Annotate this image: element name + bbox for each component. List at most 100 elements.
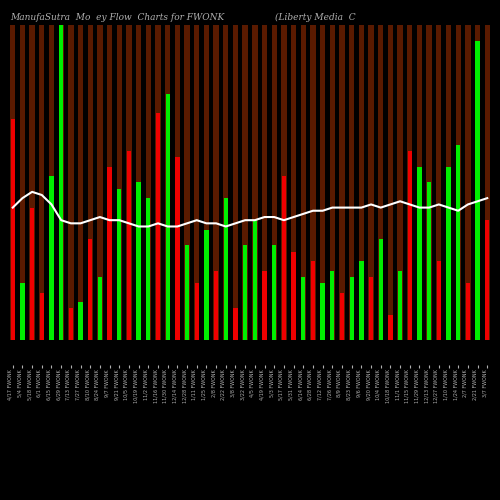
Bar	[378, 25, 384, 340]
Bar	[436, 261, 441, 340]
Bar	[136, 25, 141, 340]
Bar	[407, 25, 412, 340]
Bar	[39, 25, 44, 340]
Bar	[456, 25, 461, 340]
Bar	[98, 277, 102, 340]
Bar	[340, 25, 344, 340]
Bar	[475, 25, 480, 340]
Bar	[165, 25, 170, 340]
Bar	[446, 25, 451, 340]
Bar	[166, 94, 170, 340]
Bar	[10, 120, 15, 340]
Bar	[359, 261, 364, 340]
Bar	[88, 239, 92, 340]
Bar	[68, 25, 73, 340]
Bar	[78, 302, 82, 340]
Bar	[97, 25, 102, 340]
Bar	[446, 166, 450, 340]
Bar	[418, 166, 422, 340]
Bar	[349, 25, 354, 340]
Bar	[426, 25, 432, 340]
Bar	[320, 25, 326, 340]
Bar	[126, 25, 132, 340]
Bar	[358, 25, 364, 340]
Bar	[330, 25, 335, 340]
Bar	[272, 25, 277, 340]
Bar	[408, 151, 412, 340]
Text: ManufaSutra  Mo  ey Flow  Charts for FWONK: ManufaSutra Mo ey Flow Charts for FWONK	[10, 12, 224, 22]
Bar	[242, 25, 248, 340]
Bar	[282, 176, 286, 340]
Bar	[224, 198, 228, 340]
Bar	[59, 25, 64, 340]
Bar	[49, 25, 54, 340]
Bar	[107, 25, 112, 340]
Bar	[184, 25, 190, 340]
Bar	[427, 182, 432, 340]
Bar	[417, 25, 422, 340]
Bar	[204, 25, 209, 340]
Bar	[436, 25, 442, 340]
Bar	[136, 182, 141, 340]
Bar	[146, 25, 151, 340]
Bar	[485, 220, 490, 340]
Bar	[214, 270, 218, 340]
Bar	[301, 277, 306, 340]
Bar	[252, 25, 258, 340]
Bar	[465, 25, 470, 340]
Bar	[340, 292, 344, 340]
Bar	[281, 25, 286, 340]
Bar	[484, 25, 490, 340]
Bar	[20, 25, 25, 340]
Bar	[78, 25, 83, 340]
Bar	[291, 25, 296, 340]
Bar	[175, 157, 180, 340]
Bar	[311, 261, 315, 340]
Bar	[262, 270, 266, 340]
Bar	[68, 308, 73, 340]
Bar	[185, 246, 189, 340]
Bar	[156, 25, 160, 340]
Bar	[108, 166, 112, 340]
Text: (Liberty Media  C: (Liberty Media C	[275, 12, 355, 22]
Bar	[127, 151, 131, 340]
Bar	[214, 25, 219, 340]
Bar	[30, 208, 34, 340]
Bar	[398, 25, 403, 340]
Bar	[194, 283, 199, 340]
Bar	[174, 25, 180, 340]
Bar	[272, 246, 276, 340]
Bar	[388, 25, 393, 340]
Bar	[233, 25, 238, 340]
Bar	[262, 25, 267, 340]
Bar	[350, 277, 354, 340]
Bar	[204, 230, 208, 340]
Bar	[292, 252, 296, 340]
Bar	[20, 283, 24, 340]
Bar	[378, 239, 383, 340]
Bar	[243, 246, 248, 340]
Bar	[330, 270, 334, 340]
Bar	[223, 25, 228, 340]
Bar	[388, 314, 392, 340]
Bar	[194, 25, 200, 340]
Bar	[10, 25, 16, 340]
Bar	[320, 283, 325, 340]
Bar	[476, 40, 480, 340]
Bar	[252, 220, 257, 340]
Bar	[117, 188, 121, 340]
Bar	[466, 283, 470, 340]
Bar	[300, 25, 306, 340]
Bar	[40, 292, 44, 340]
Bar	[30, 25, 35, 340]
Bar	[50, 176, 54, 340]
Bar	[234, 308, 237, 340]
Bar	[156, 113, 160, 340]
Bar	[58, 25, 64, 340]
Bar	[88, 25, 93, 340]
Bar	[369, 277, 373, 340]
Bar	[368, 25, 374, 340]
Bar	[310, 25, 316, 340]
Bar	[398, 270, 402, 340]
Bar	[146, 198, 150, 340]
